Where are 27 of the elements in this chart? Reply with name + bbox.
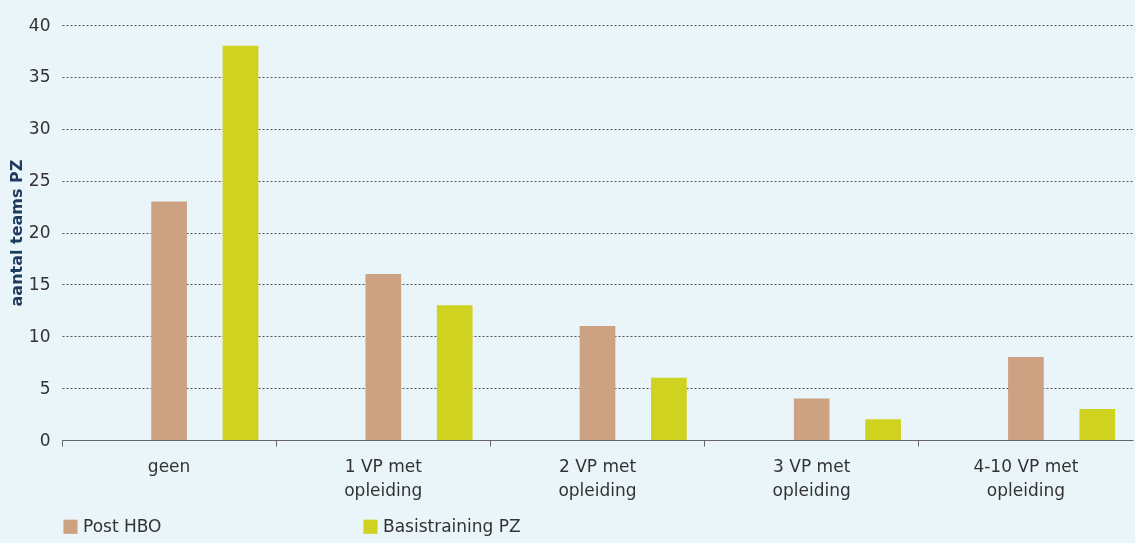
x-tick-label: 1 VP met opleiding [344, 455, 423, 500]
y-axis-title: aantal teams PZ [6, 159, 26, 307]
bar [579, 325, 616, 440]
bar [651, 377, 687, 440]
bar [1008, 357, 1044, 440]
x-tick-label: 3 VP met opleiding [772, 455, 851, 500]
bar [365, 274, 402, 440]
legend-label: Basistraining PZ [383, 515, 521, 536]
x-tick-label: geen [147, 455, 191, 476]
y-tick-label: 5 [39, 377, 51, 398]
y-tick-label: 40 [28, 14, 51, 35]
x-tick-label: 4-10 VP met opleiding [973, 455, 1079, 500]
y-tick-label: 15 [28, 273, 51, 294]
y-tick-label: 30 [28, 118, 51, 139]
legend-label: Post HBO [83, 515, 162, 536]
bar [793, 398, 830, 440]
bar [436, 305, 473, 440]
y-tick-label: 10 [28, 325, 51, 346]
bar [1079, 408, 1116, 440]
y-tick-label: 0 [39, 429, 51, 450]
bar [151, 201, 187, 440]
y-tick-label: 25 [28, 170, 51, 191]
y-tick-label: 20 [28, 222, 51, 242]
bar [222, 45, 259, 440]
bar [865, 419, 901, 440]
x-tick-label: 2 VP met opleiding [558, 455, 637, 500]
y-tick-label: 35 [28, 66, 51, 87]
